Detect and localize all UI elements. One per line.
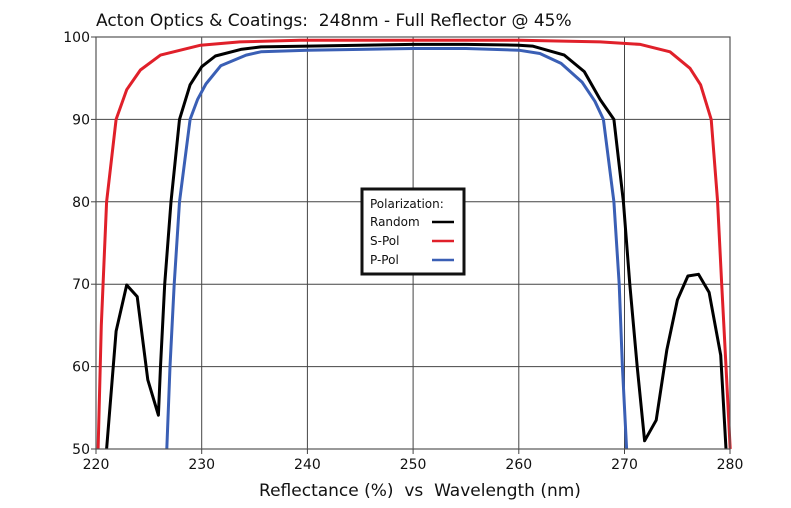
y-axis-ticks: 50 60 70 80 90 100 (63, 30, 96, 458)
legend-title: Polarization: (370, 197, 444, 211)
legend-label-p-pol: P-Pol (370, 253, 399, 267)
x-axis-label: Reflectance (%) vs Wavelength (nm) (259, 481, 581, 501)
x-tick-label: 230 (188, 457, 215, 473)
y-tick-label: 80 (72, 195, 90, 211)
x-tick-label: 260 (505, 457, 532, 473)
x-tick-label: 270 (611, 457, 638, 473)
x-tick-label: 250 (400, 457, 427, 473)
series-line-s-pol (96, 38, 732, 450)
y-tick-label: 90 (72, 112, 90, 128)
y-tick-label: 100 (63, 30, 90, 46)
legend-box (360, 187, 466, 276)
grid (96, 37, 730, 449)
series-lines (96, 38, 732, 450)
legend: Polarization: Random S-Pol P-Pol (360, 187, 466, 276)
x-tick-label: 240 (294, 457, 321, 473)
x-tick-label: 280 (717, 457, 744, 473)
series-line-random (105, 42, 728, 450)
y-tick-label: 70 (72, 277, 90, 293)
legend-label-random: Random (370, 215, 420, 229)
x-axis-ticks: 220 230 240 250 260 270 280 (83, 449, 744, 473)
x-tick-label: 220 (83, 457, 110, 473)
y-tick-label: 50 (72, 442, 90, 458)
series-line-p-pol (165, 47, 629, 450)
legend-label-s-pol: S-Pol (370, 234, 399, 248)
chart-title: Acton Optics & Coatings: 248nm - Full Re… (96, 11, 572, 31)
y-tick-label: 60 (72, 360, 90, 376)
